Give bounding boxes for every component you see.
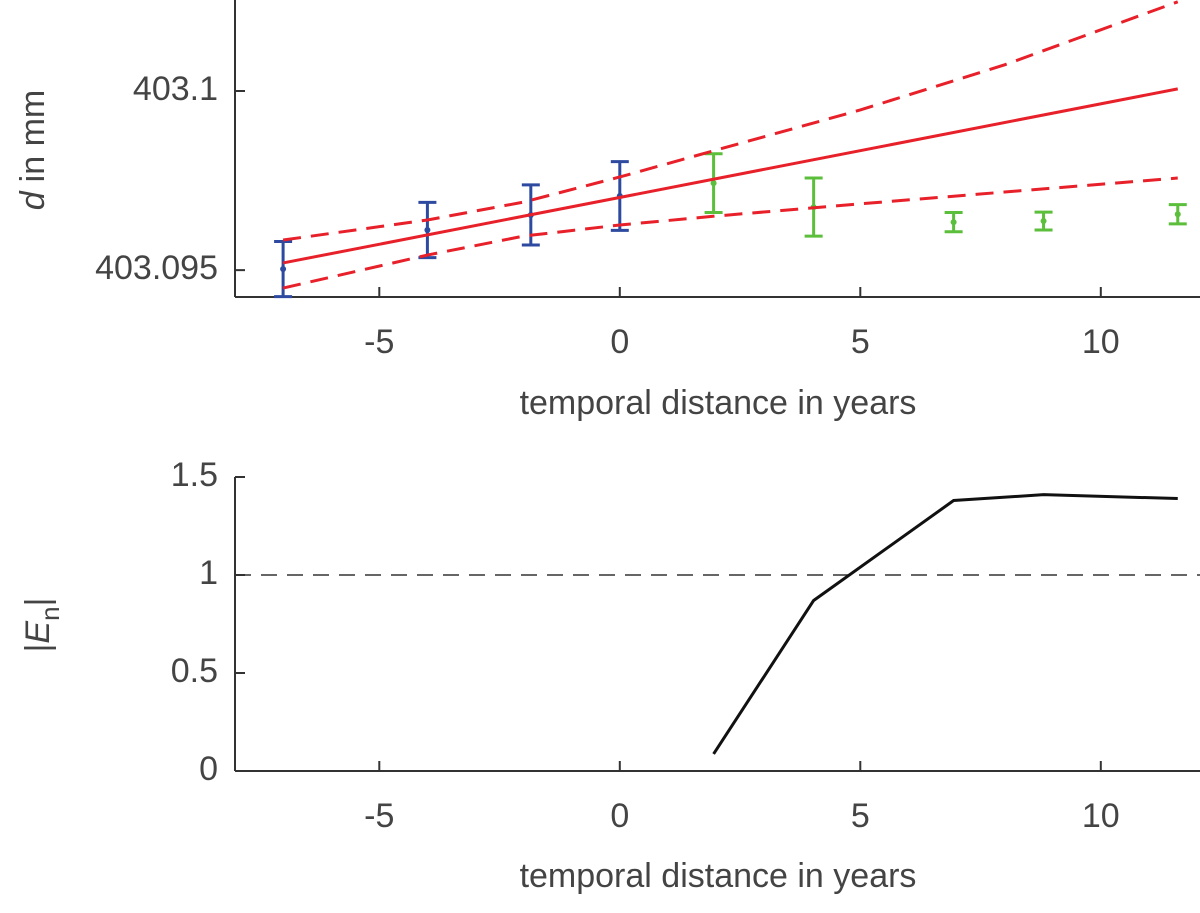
data-point [950, 219, 957, 226]
data-point [1174, 211, 1181, 218]
data-point [280, 266, 287, 273]
x-tick-label: 5 [851, 797, 870, 835]
confidence-band [282, 0, 1179, 242]
x-tick-label: 5 [851, 323, 870, 361]
data-point [1040, 218, 1047, 225]
x-axis-label: temporal distance in years [520, 857, 917, 895]
x-tick-label: 0 [610, 797, 629, 835]
x-tick-label: 10 [1082, 797, 1120, 835]
y-tick-label: 1 [199, 554, 218, 592]
y-label-part: E [19, 621, 57, 644]
x-tick-label: -5 [364, 797, 394, 835]
x-tick-label: 10 [1082, 323, 1120, 361]
fit-line [282, 87, 1179, 265]
y-label-part: | [19, 644, 57, 653]
y-label-var: d [14, 190, 52, 210]
data-point [710, 180, 717, 187]
y-label-part: | [19, 598, 57, 607]
y-tick-label: 403.095 [95, 249, 218, 287]
y-tick-label: 0 [199, 750, 218, 788]
x-tick-label: 0 [610, 323, 629, 361]
y-label-part: n [35, 606, 65, 620]
data-point [424, 227, 431, 234]
y-axis-label: |En| [19, 598, 65, 653]
y-tick-label: 403.1 [133, 70, 218, 108]
y-tick-label: 1.5 [171, 456, 218, 494]
x-axis-label: temporal distance in years [520, 384, 917, 422]
y-axis-label: d in mm [14, 90, 52, 210]
confidence-band [282, 176, 1178, 290]
y-tick-label: 0.5 [171, 652, 218, 690]
data-line [712, 493, 1178, 755]
y-label-text: in mm [14, 90, 52, 183]
x-tick-label: -5 [364, 323, 394, 361]
